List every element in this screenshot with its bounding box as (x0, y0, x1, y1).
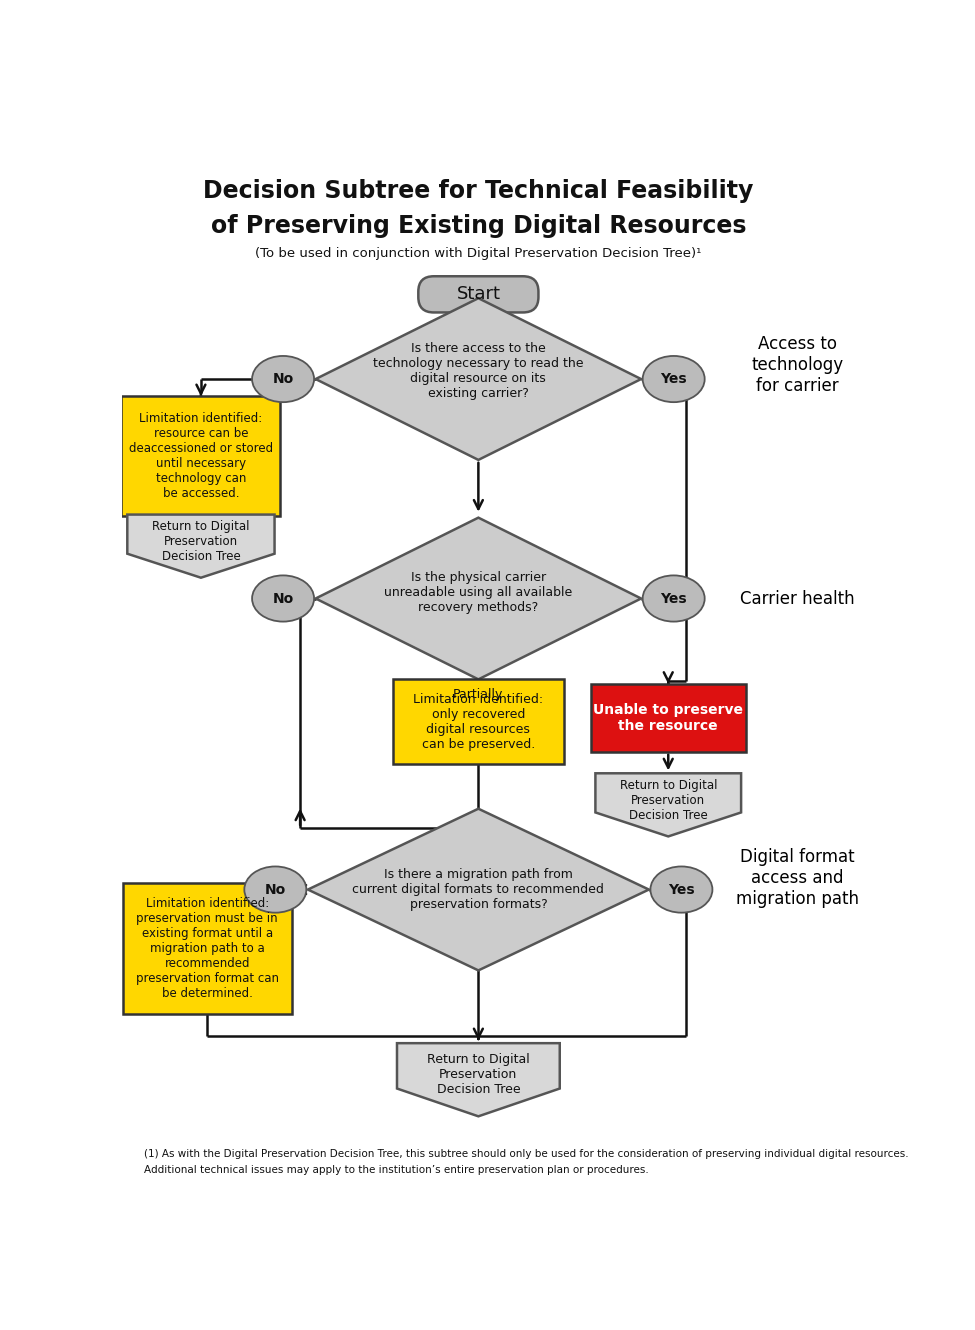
Text: Carrier health: Carrier health (740, 589, 855, 608)
Text: (To be used in conjunction with Digital Preservation Decision Tree)¹: (To be used in conjunction with Digital … (255, 246, 702, 259)
Text: No: No (264, 883, 286, 896)
Ellipse shape (253, 356, 314, 402)
Text: Partially: Partially (453, 688, 503, 701)
Text: Return to Digital
Preservation
Decision Tree: Return to Digital Preservation Decision … (619, 779, 717, 822)
Text: Yes: Yes (660, 592, 687, 605)
Ellipse shape (650, 866, 713, 912)
FancyBboxPatch shape (418, 277, 538, 313)
Polygon shape (397, 1043, 560, 1116)
Polygon shape (316, 298, 642, 460)
Text: Limitation identified:
preservation must be in
existing format until a
migration: Limitation identified: preservation must… (136, 898, 279, 1000)
Polygon shape (316, 517, 642, 680)
Text: Limitation identified:
resource can be
deaccessioned or stored
until necessary
t: Limitation identified: resource can be d… (129, 412, 273, 500)
Ellipse shape (643, 576, 705, 621)
Text: Return to Digital
Preservation
Decision Tree: Return to Digital Preservation Decision … (152, 520, 250, 563)
Text: of Preserving Existing Digital Resources: of Preserving Existing Digital Resources (211, 214, 746, 238)
Text: Start: Start (456, 286, 500, 303)
Bar (122, 396, 281, 516)
Text: Digital format
access and
migration path: Digital format access and migration path (736, 849, 859, 908)
Text: Yes: Yes (668, 883, 695, 896)
Polygon shape (128, 515, 275, 577)
Ellipse shape (245, 866, 306, 912)
Text: Limitation identified:
only recovered
digital resources
can be preserved.: Limitation identified: only recovered di… (413, 693, 543, 750)
Text: Yes: Yes (660, 372, 687, 386)
Text: Is there access to the
technology necessary to read the
digital resource on its
: Is there access to the technology necess… (373, 342, 584, 400)
Text: Is the physical carrier
unreadable using all available
recovery methods?: Is the physical carrier unreadable using… (384, 571, 572, 614)
Text: No: No (272, 592, 293, 605)
Bar (123, 883, 292, 1015)
Text: Decision Subtree for Technical Feasibility: Decision Subtree for Technical Feasibili… (203, 178, 754, 203)
Ellipse shape (253, 576, 314, 621)
Text: No: No (272, 372, 293, 386)
Text: (1) As with the Digital Preservation Decision Tree, this subtree should only be : (1) As with the Digital Preservation Dec… (143, 1149, 908, 1160)
Bar (591, 684, 746, 751)
Bar (393, 680, 564, 763)
Text: Is there a migration path from
current digital formats to recommended
preservati: Is there a migration path from current d… (352, 868, 604, 911)
Text: Additional technical issues may apply to the institution’s entire preservation p: Additional technical issues may apply to… (143, 1165, 648, 1174)
Polygon shape (308, 809, 649, 971)
Text: Access to
technology
for carrier: Access to technology for carrier (752, 335, 843, 395)
Text: Return to Digital
Preservation
Decision Tree: Return to Digital Preservation Decision … (427, 1053, 529, 1096)
Text: Unable to preserve
the resource: Unable to preserve the resource (593, 702, 743, 733)
Polygon shape (596, 773, 741, 837)
Ellipse shape (643, 356, 705, 402)
